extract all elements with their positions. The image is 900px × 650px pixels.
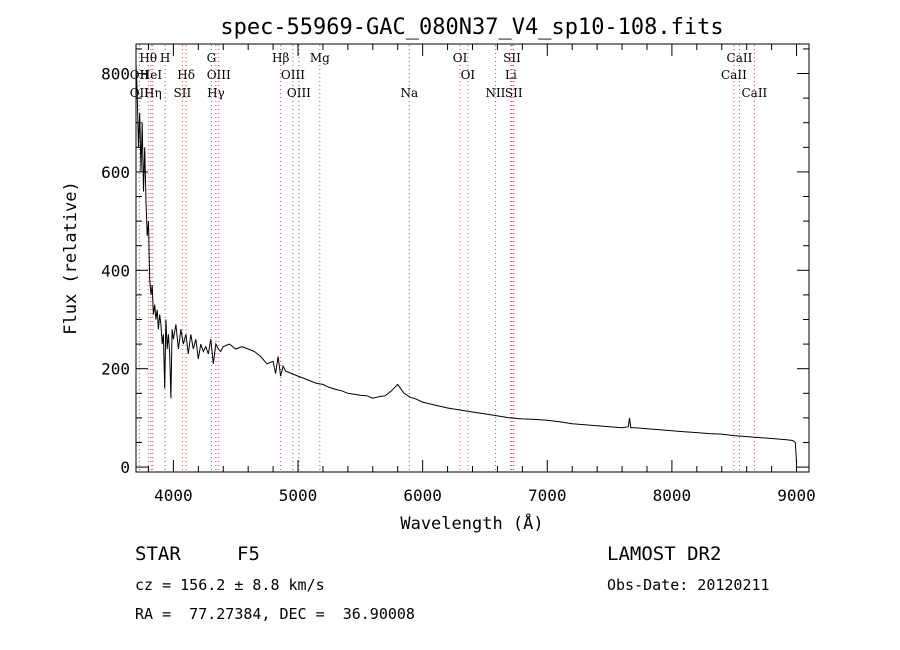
spectral-line-label: CaII xyxy=(741,86,767,100)
spectral-line-label: Mg xyxy=(310,51,330,65)
spectral-line-labels: HθOIIOIIHeIHηHHδSIIGOIIIHγHβOIIIOIIIMgNa… xyxy=(130,51,768,100)
spectral-line-label: OI xyxy=(453,51,468,65)
spectral-line-markers xyxy=(138,45,755,471)
x-tick-label: 6000 xyxy=(403,486,442,505)
spectral-line-label: Hη xyxy=(144,86,162,100)
coordinates-text: RA = 77.27384, DEC = 36.90008 xyxy=(135,605,415,623)
y-tick-label: 400 xyxy=(101,261,130,280)
spectral-line-label: G xyxy=(207,51,217,65)
spectral-line-label: Na xyxy=(400,86,418,100)
x-tick-label: 8000 xyxy=(653,486,692,505)
chart-title: spec-55969-GAC_080N37_V4_sp10-108.fits xyxy=(220,15,723,40)
spectral-line-label: CaII xyxy=(721,68,747,82)
obs-date-text: Obs-Date: 20120211 xyxy=(607,576,770,594)
object-class: STAR xyxy=(135,543,181,565)
spectral-line-label: Hγ xyxy=(207,86,225,100)
x-tick-label: 7000 xyxy=(528,486,567,505)
plot-frame xyxy=(135,43,810,473)
x-axis-label: Wavelength (Å) xyxy=(400,512,543,534)
x-tick-label: 9000 xyxy=(777,486,816,505)
spectral-line-label: Li xyxy=(505,68,517,82)
spectral-line-label: OII xyxy=(130,86,150,100)
spectral-line-label: CaII xyxy=(727,51,753,65)
object-subclass: F5 xyxy=(237,543,260,565)
spectral-line-label: SII xyxy=(505,86,523,100)
spectral-line-label: OII xyxy=(130,68,150,82)
x-tick-label: 4000 xyxy=(154,486,193,505)
y-tick-label: 800 xyxy=(101,65,130,84)
axis-ticks xyxy=(136,44,809,472)
spectral-line-label: NII xyxy=(485,86,505,100)
y-tick-label: 200 xyxy=(101,360,130,379)
axis-tick-labels: 4000 5000 6000 7000 8000 9000 0 200 400 600 800 xyxy=(101,65,816,505)
redshift-text: cz = 156.2 ± 8.8 km/s xyxy=(135,576,325,594)
spectral-line-label: HeI xyxy=(140,68,163,82)
spectral-line-label: Hθ xyxy=(139,51,157,65)
y-tick-label: 0 xyxy=(120,458,130,477)
spectral-line-label: H xyxy=(160,51,170,65)
survey-name: LAMOST DR2 xyxy=(607,543,721,565)
x-tick-label: 5000 xyxy=(279,486,318,505)
spectral-line-label: Hβ xyxy=(272,51,289,65)
y-axis-label: Flux (relative) xyxy=(61,181,81,335)
spectral-line-label: OI xyxy=(461,68,476,82)
spectral-line-label: OIII xyxy=(281,68,305,82)
y-tick-label: 600 xyxy=(101,163,130,182)
spectral-line-label: SII xyxy=(503,51,521,65)
spectrum-series-line xyxy=(135,63,797,463)
spectral-line-label: SII xyxy=(174,86,192,100)
spectral-line-label: OIII xyxy=(287,86,311,100)
spectral-line-label: Hδ xyxy=(177,68,195,82)
spectral-line-label: OIII xyxy=(207,68,231,82)
